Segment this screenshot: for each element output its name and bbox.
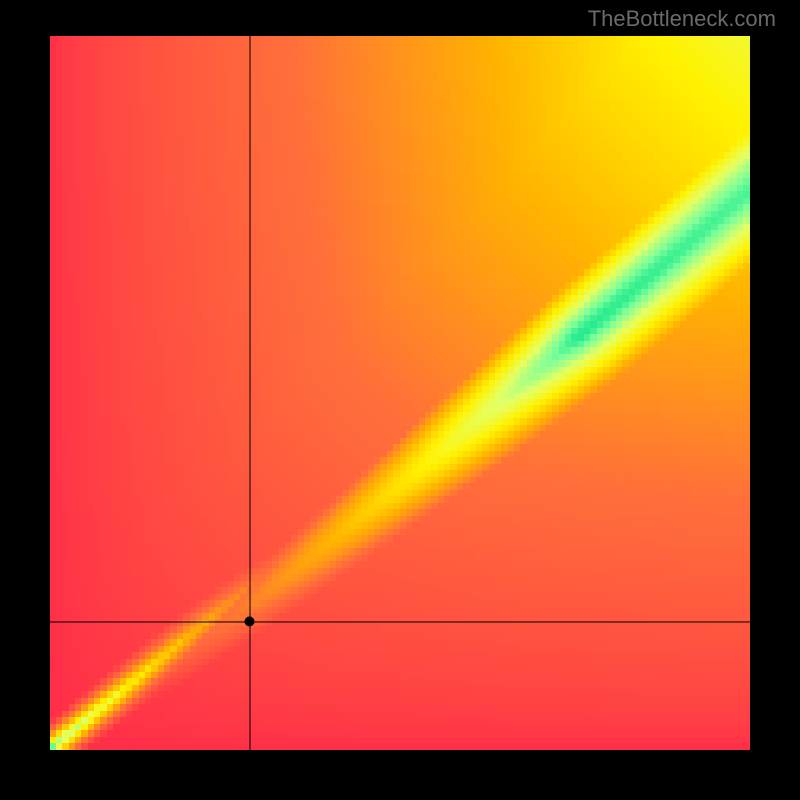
watermark-label: TheBottleneck.com <box>588 6 776 32</box>
heatmap-canvas <box>50 36 750 750</box>
plot-area <box>50 36 750 750</box>
chart-container: TheBottleneck.com <box>0 0 800 800</box>
